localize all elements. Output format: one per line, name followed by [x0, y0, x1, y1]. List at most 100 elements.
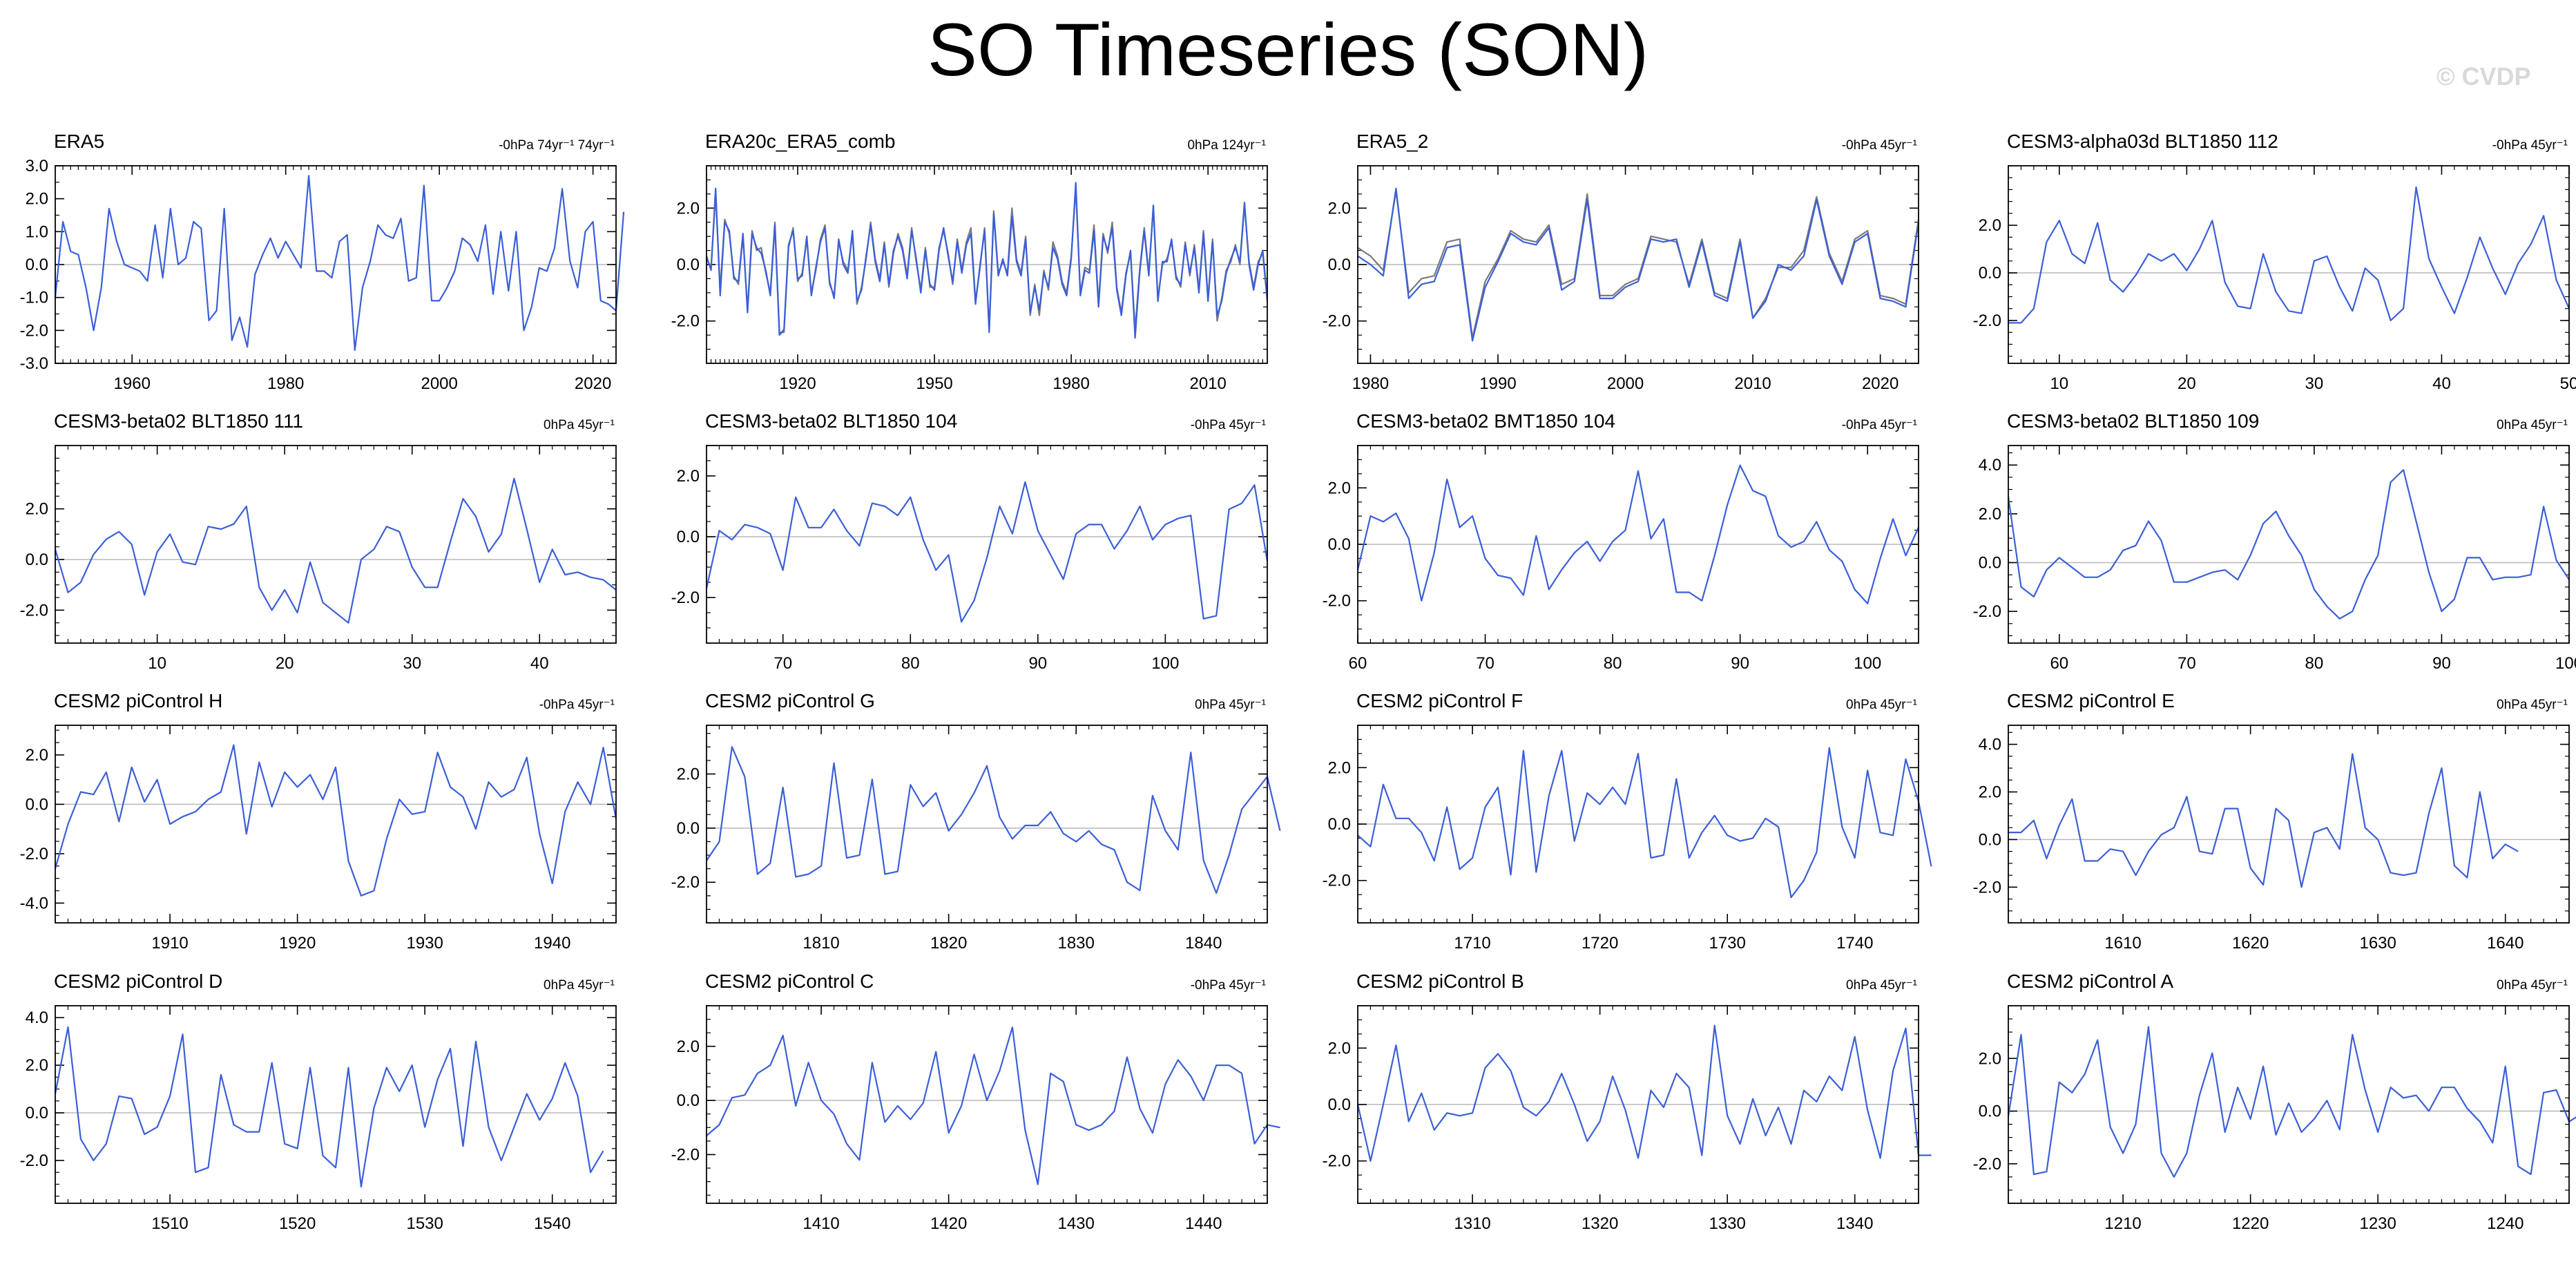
x-tick-label: 30 [2305, 374, 2324, 393]
x-tick-label: 30 [403, 654, 421, 673]
y-tick-label: 0.0 [1979, 1102, 2001, 1121]
panel-title: ERA5_2 [1356, 131, 1428, 152]
chart-panel-16: CESM2 piControl A 0hPa 45yr⁻¹ 1210 1220 1230… [1973, 971, 2576, 1233]
chart-panel-11: CESM2 piControl F 0hPa 45yr⁻¹ 1710 1720 1730… [1323, 690, 1932, 953]
panel-info: -0hPa 45yr⁻¹ [1191, 978, 1266, 993]
x-tick-label: 2000 [1607, 374, 1644, 393]
series-line-1 [54, 1026, 604, 1188]
x-tick-label: 1440 [1185, 1214, 1222, 1233]
chart-panel-5: CESM3-beta02 BLT1850 111 0hPa 45yr⁻¹ 10 20 3… [20, 410, 617, 673]
series-line-1 [2008, 753, 2519, 888]
y-tick-label: 1.0 [26, 222, 48, 241]
y-tick-label: 4.0 [1979, 456, 2001, 475]
y-tick-label: 0.0 [677, 819, 700, 838]
panel-info: 0hPa 45yr⁻¹ [2497, 978, 2568, 993]
series-line-1 [706, 1026, 1280, 1185]
panel-info: 0hPa 124yr⁻¹ [1187, 138, 1266, 153]
y-tick-label: 2.0 [26, 190, 48, 209]
panel-title: CESM3-beta02 BMT1850 104 [1356, 410, 1615, 432]
chart-panel-12: CESM2 piControl E 0hPa 45yr⁻¹ 1610 1620 1630… [1973, 690, 2570, 953]
x-tick-label: 20 [276, 654, 294, 673]
y-tick-label: -2.0 [1323, 592, 1351, 611]
y-tick-label: 0.0 [677, 1091, 700, 1110]
chart-panel-15: CESM2 piControl B 0hPa 45yr⁻¹ 1310 1320 1330… [1323, 971, 1932, 1233]
x-tick-label: 100 [1854, 654, 1881, 673]
panel-title: CESM3-beta02 BLT1850 104 [705, 410, 957, 432]
x-tick-label: 1730 [1709, 934, 1745, 953]
x-tick-label: 2020 [575, 374, 611, 393]
x-tick-label: 60 [1349, 654, 1367, 673]
plot-frame [1357, 725, 1919, 924]
x-tick-label: 10 [2050, 374, 2068, 393]
y-tick-label: -2.0 [1973, 602, 2001, 621]
x-tick-label: 1640 [2487, 934, 2524, 953]
x-tick-label: 70 [1476, 654, 1494, 673]
plot-frame [2008, 1005, 2570, 1204]
y-tick-label: -2.0 [20, 845, 48, 863]
series-line-1 [54, 175, 625, 351]
y-tick-label: 0.0 [1328, 815, 1351, 834]
y-tick-label: -2.0 [671, 589, 700, 607]
y-tick-label: -3.0 [20, 354, 48, 373]
x-tick-label: 2000 [421, 374, 457, 393]
panel-title: CESM2 piControl A [2007, 971, 2174, 992]
panel-info: 0hPa 45yr⁻¹ [1846, 978, 1917, 993]
y-tick-label: 0.0 [26, 256, 48, 274]
x-tick-label: 1430 [1057, 1214, 1094, 1233]
panel-info: -0hPa 45yr⁻¹ [1191, 418, 1266, 432]
panel-title: CESM2 piControl C [705, 971, 874, 992]
x-tick-label: 1230 [2359, 1214, 2396, 1233]
plot-frame [706, 1005, 1268, 1204]
panel-title: CESM3-alpha03d BLT1850 112 [2007, 131, 2278, 152]
x-tick-label: 50 [2560, 374, 2576, 393]
plot-frame [55, 165, 617, 364]
x-tick-label: 1950 [916, 374, 952, 393]
y-tick-label: 2.0 [1328, 199, 1351, 218]
series-line-1 [54, 477, 617, 624]
x-tick-label: 80 [901, 654, 920, 673]
y-tick-label: 2.0 [26, 746, 48, 765]
panel-title: CESM2 piControl E [2007, 690, 2175, 711]
series-line-1 [705, 481, 1269, 623]
x-tick-label: 1720 [1582, 934, 1618, 953]
series-line-1 [1356, 464, 1920, 604]
series-line-1 [54, 744, 617, 897]
panel-title: CESM2 piControl D [54, 971, 222, 992]
plot-frame [706, 445, 1268, 644]
x-tick-label: 1620 [2232, 934, 2269, 953]
x-tick-label: 1990 [1479, 374, 1516, 393]
x-tick-label: 1610 [2104, 934, 2141, 953]
plot-frame [55, 1005, 617, 1204]
x-tick-label: 100 [1151, 654, 1179, 673]
y-tick-label: 0.0 [1979, 264, 2001, 283]
chart-panel-10: CESM2 piControl G 0hPa 45yr⁻¹ 1810 1820 1830… [671, 690, 1281, 953]
y-tick-label: -2.0 [671, 1145, 700, 1164]
chart-panel-14: CESM2 piControl C -0hPa 45yr⁻¹ 1410 1420 143… [671, 971, 1280, 1233]
y-tick-label: -2.0 [1973, 312, 2001, 330]
x-tick-label: 90 [1731, 654, 1749, 673]
y-tick-label: 2.0 [677, 199, 700, 218]
y-tick-label: 2.0 [1328, 758, 1351, 777]
x-tick-label: 60 [2050, 654, 2068, 673]
x-tick-label: 100 [2555, 654, 2576, 673]
y-tick-label: 2.0 [1979, 505, 2001, 524]
panel-info: 0hPa 45yr⁻¹ [2497, 698, 2568, 712]
y-tick-label: 0.0 [26, 795, 48, 814]
y-tick-label: 0.0 [1328, 1096, 1351, 1114]
y-tick-label: -2.0 [1323, 872, 1351, 890]
series-line-1 [1357, 747, 1932, 899]
x-tick-label: 1220 [2232, 1214, 2269, 1233]
chart-panel-4: CESM3-alpha03d BLT1850 112 -0hPa 45yr⁻¹ 10… [1973, 131, 2576, 393]
y-tick-label: -2.0 [1323, 312, 1351, 331]
panel-info: -0hPa 45yr⁻¹ [1842, 418, 1917, 432]
panel-title: CESM3-beta02 BLT1850 111 [54, 410, 303, 432]
chart-panel-9: CESM2 piControl H -0hPa 45yr⁻¹ 1910 1920 193… [20, 690, 617, 953]
chart-panel-8: CESM3-beta02 BLT1850 109 0hPa 45yr⁻¹ 60 70 8… [1973, 410, 2576, 673]
panel-info: 0hPa 45yr⁻¹ [1846, 698, 1917, 712]
panel-info: 0hPa 45yr⁻¹ [544, 978, 615, 993]
plot-frame [2008, 445, 2570, 644]
x-tick-label: 1210 [2104, 1214, 2141, 1233]
y-tick-label: 0.0 [26, 1104, 48, 1122]
x-tick-label: 1960 [114, 374, 151, 393]
